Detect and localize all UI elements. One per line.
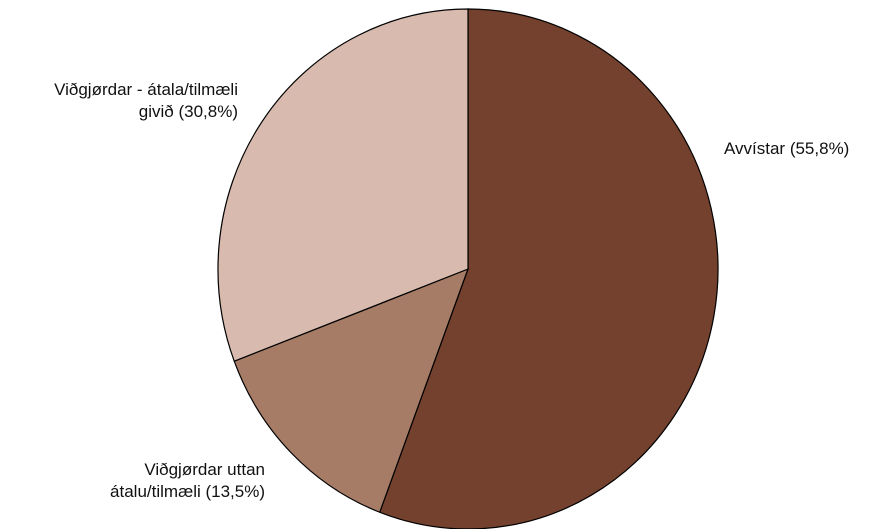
pie-labels: Avvístar (55,8%) Viðgjørdar uttan átalu/ti… [54, 80, 849, 501]
slice-label-line: Avvístar (55,8%) [724, 139, 849, 158]
slice-label-1: Avvístar (55,8%) [724, 139, 849, 158]
slice-label-line: Viðgjørdar - átala/tilmæli [54, 80, 238, 99]
pie-slice-3 [217, 8, 469, 362]
pie-slice-2 [233, 267, 470, 514]
slice-label-line: givið (30,8%) [139, 102, 238, 121]
pie-slice-1 [378, 8, 719, 529]
slice-label-line: átalu/tilmæli (13,5%) [110, 482, 265, 501]
pie-slices [217, 8, 719, 529]
slice-label-line: Viðgjørdar uttan [144, 460, 265, 479]
slice-label-2: Viðgjørdar uttan átalu/tilmæli (13,5%) [110, 460, 265, 501]
slice-label-3: Viðgjørdar - átala/tilmæli givið (30,8%) [54, 80, 238, 121]
